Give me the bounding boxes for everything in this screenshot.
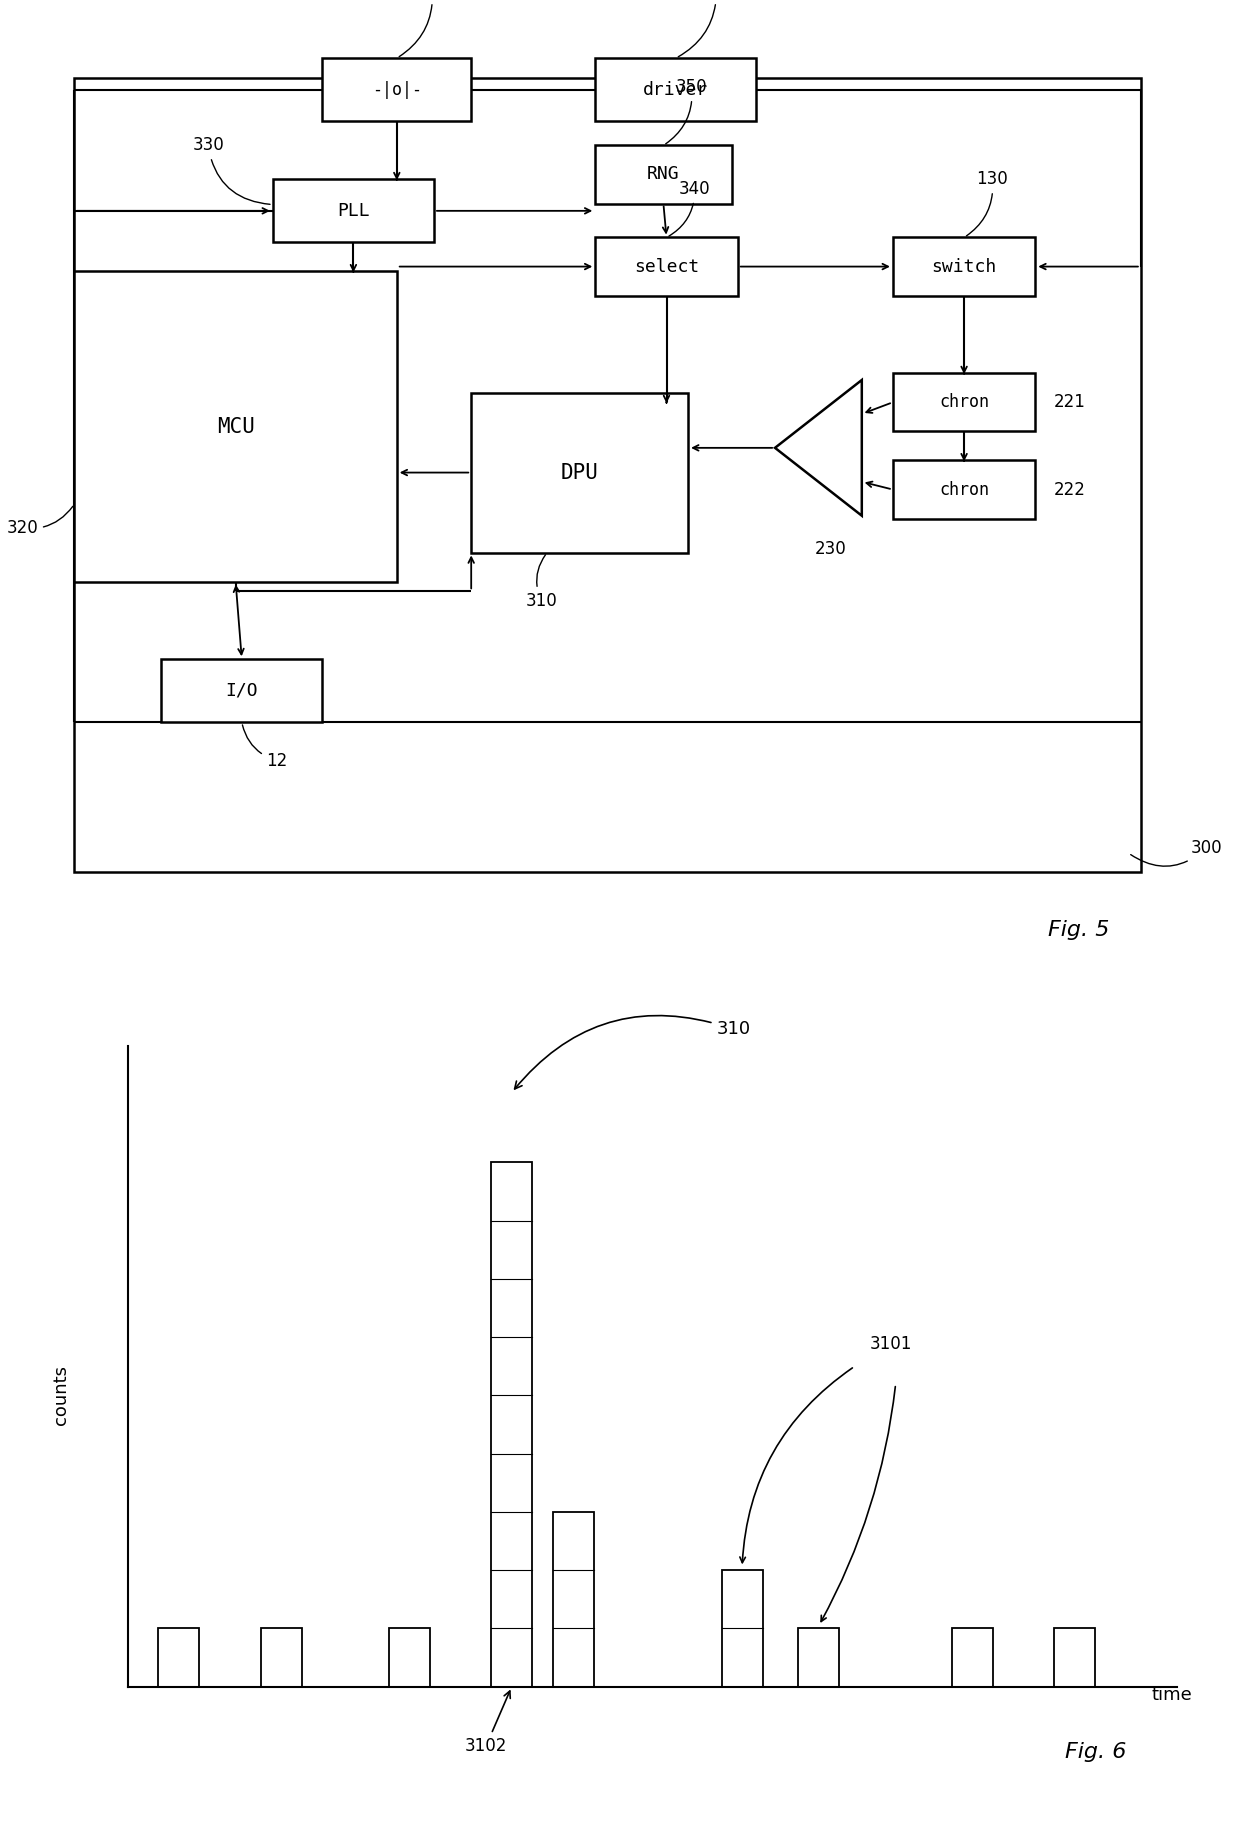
Bar [273, 179, 434, 243]
Text: 310: 310 [526, 554, 557, 609]
Text: -|o|-: -|o|- [372, 80, 422, 99]
Bar [893, 373, 1035, 432]
Bar [322, 59, 471, 121]
Text: 320: 320 [6, 507, 73, 538]
Bar [260, 1628, 301, 1686]
Text: 11: 11 [399, 0, 443, 57]
Bar [389, 1628, 430, 1686]
Text: driver: driver [644, 80, 708, 99]
Text: chron: chron [939, 481, 990, 499]
Text: time: time [1152, 1686, 1193, 1705]
Bar [722, 1571, 763, 1686]
Bar [1054, 1628, 1095, 1686]
Text: switch: switch [931, 258, 997, 276]
Text: 350: 350 [666, 79, 708, 144]
Bar [74, 77, 1141, 872]
Text: 230: 230 [815, 541, 847, 558]
Text: 130: 130 [966, 170, 1008, 236]
Text: 110: 110 [678, 0, 733, 57]
Text: 300: 300 [1131, 840, 1223, 867]
Text: RNG: RNG [647, 165, 680, 183]
Text: 12: 12 [242, 724, 288, 770]
Text: chron: chron [939, 393, 990, 412]
Bar [595, 59, 756, 121]
Text: 330: 330 [192, 135, 270, 205]
Bar [74, 271, 397, 582]
Bar [595, 238, 738, 296]
Text: 221: 221 [1054, 393, 1086, 412]
Bar [799, 1628, 839, 1686]
Text: I/O: I/O [226, 682, 258, 701]
Text: Fig. 5: Fig. 5 [1048, 920, 1110, 940]
Text: 340: 340 [668, 179, 711, 236]
Text: select: select [634, 258, 699, 276]
Bar [952, 1628, 993, 1686]
Bar [553, 1513, 594, 1686]
Bar [471, 393, 688, 552]
Text: counts: counts [52, 1366, 71, 1425]
Text: DPU: DPU [560, 463, 599, 483]
Bar [893, 461, 1035, 519]
Text: 3102: 3102 [465, 1692, 511, 1754]
Bar [595, 146, 732, 203]
Polygon shape [775, 380, 862, 516]
Text: 222: 222 [1054, 481, 1086, 499]
Text: Fig. 6: Fig. 6 [1065, 1743, 1126, 1763]
Text: MCU: MCU [217, 417, 254, 437]
Bar [491, 1163, 532, 1686]
Bar [161, 658, 322, 722]
Text: PLL: PLL [337, 201, 370, 219]
Text: 310: 310 [515, 1015, 750, 1088]
Text: 3101: 3101 [870, 1335, 913, 1353]
Bar [893, 238, 1035, 296]
Bar [159, 1628, 200, 1686]
